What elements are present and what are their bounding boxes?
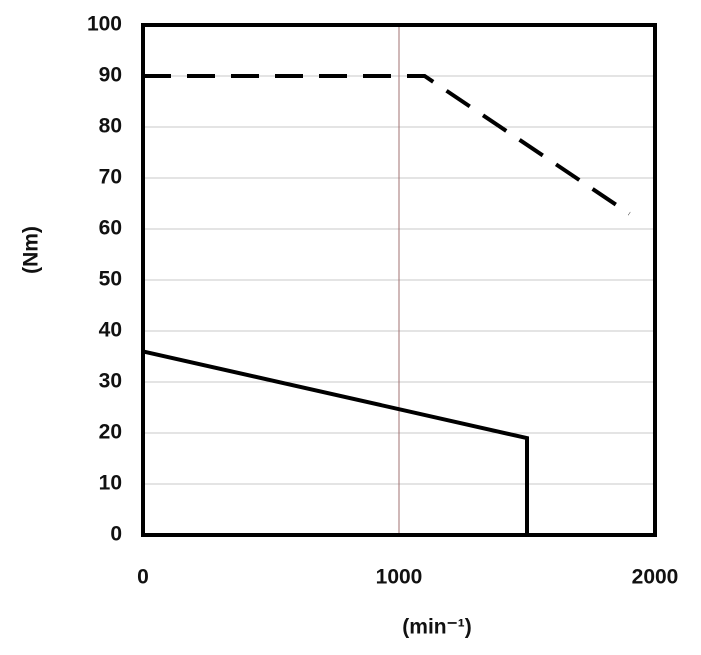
x-tick-label: 1000: [376, 566, 423, 589]
y-tick-label: 10: [99, 472, 122, 495]
y-tick-label: 60: [99, 217, 122, 240]
y-tick-label: 0: [110, 523, 122, 546]
y-tick-label: 20: [99, 421, 122, 444]
line-series: [142, 349, 529, 535]
plot-frame: [141, 23, 657, 537]
y-tick-label: 90: [99, 64, 122, 87]
y-tick-label: 40: [99, 319, 122, 342]
x-tick-label: 0: [137, 566, 149, 589]
x-axis-label: (min⁻¹): [402, 616, 471, 639]
y-tick-label: 30: [99, 370, 122, 393]
y-tick-label: 50: [99, 268, 122, 291]
line-series: [143, 74, 631, 216]
y-tick-label: 80: [99, 115, 122, 138]
y-axis-label: (Nm): [20, 226, 43, 274]
y-tick-label: 70: [99, 166, 122, 189]
y-tick-label: 100: [87, 13, 122, 36]
x-tick-label: 2000: [632, 566, 679, 589]
